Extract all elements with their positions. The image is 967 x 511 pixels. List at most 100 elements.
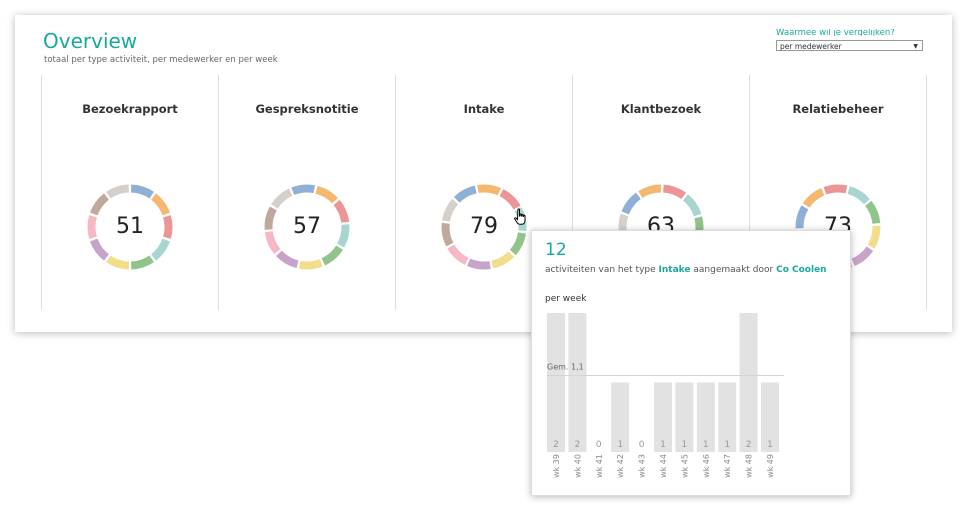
donut-segment[interactable]	[150, 193, 171, 216]
donut-segment[interactable]	[847, 186, 870, 205]
week-category-label: wk 48	[745, 454, 754, 478]
donut-segment[interactable]	[682, 194, 702, 217]
bar-value-label: 1	[660, 440, 666, 450]
week-category-label: wk 45	[680, 454, 689, 478]
week-category-label: wk 46	[702, 454, 711, 478]
donut-total: 79	[470, 214, 498, 239]
bar-value-label: 1	[724, 440, 730, 450]
week-bar	[761, 382, 779, 452]
week-category-label: wk 41	[595, 454, 604, 478]
donut-chart[interactable]	[439, 182, 529, 272]
bar-value-label: 1	[617, 440, 623, 450]
dashboard-card: Overview totaal per type activiteit, per…	[15, 15, 952, 332]
compare-select-value: per medewerker	[780, 42, 842, 51]
donut-segment[interactable]	[453, 185, 477, 203]
donut-total: 51	[116, 214, 144, 239]
week-category-label: wk 40	[573, 454, 582, 478]
bar-value-label: 2	[553, 440, 559, 450]
panel-intake[interactable]: Intake 79	[395, 75, 572, 310]
donut-segment[interactable]	[509, 232, 526, 256]
donut-segment[interactable]	[499, 189, 521, 210]
panel-bezoekrapport[interactable]: Bezoekrapport 51	[41, 75, 218, 310]
donut-segment[interactable]	[851, 246, 874, 267]
donut-segment[interactable]	[638, 184, 662, 198]
donut-segment[interactable]	[106, 255, 130, 270]
tooltip-description: activiteiten van het type Intake aangema…	[545, 265, 827, 275]
donut-segment[interactable]	[467, 258, 491, 270]
donut-segment[interactable]	[87, 215, 97, 239]
panel-title: Relatiebeheer	[792, 102, 884, 116]
week-bar	[547, 313, 565, 452]
donut-chart[interactable]	[85, 182, 175, 272]
page-subtitle: totaal per type activiteit, per medewerk…	[44, 55, 278, 65]
weekly-bar-chart: 2 wk 39 2 wk 40 0 wk 41 1 wk 42 0 wk 43 1 wk 44 1 wk …	[547, 313, 784, 478]
donut-segment[interactable]	[491, 251, 515, 269]
panel-gespreksnotitie[interactable]: Gespreksnotitie 57	[218, 75, 395, 310]
bar-value-label: 2	[575, 440, 581, 450]
donut-segment[interactable]	[89, 193, 110, 216]
donut-segment[interactable]	[321, 245, 343, 266]
donut-segment[interactable]	[823, 184, 848, 195]
average-label: Gem. 1,1	[547, 363, 584, 372]
panel-title: Gespreksnotitie	[255, 102, 359, 116]
donut-segment[interactable]	[662, 184, 687, 200]
donut-segment[interactable]	[271, 188, 293, 209]
donut-segment[interactable]	[337, 224, 350, 248]
week-category-label: wk 49	[766, 454, 775, 478]
week-category-label: wk 44	[659, 454, 668, 478]
bar-value-label: 0	[639, 440, 645, 450]
tooltip-person: Co Coolen	[776, 265, 827, 275]
donut-segment[interactable]	[89, 238, 110, 261]
bar-value-label: 1	[703, 440, 709, 450]
page-title: Overview	[43, 29, 138, 53]
donut-segment[interactable]	[477, 184, 501, 196]
week-category-label: wk 43	[638, 454, 647, 478]
donut-segment[interactable]	[130, 184, 154, 199]
donut-segment[interactable]	[264, 206, 277, 230]
week-category-label: wk 42	[616, 454, 625, 478]
compare-label: Waarmee wil je vergelijken?	[776, 29, 895, 36]
donut-segment[interactable]	[275, 250, 299, 269]
donut-segment[interactable]	[442, 198, 459, 222]
hand-pointer-icon	[514, 208, 526, 225]
donut-segment[interactable]	[621, 192, 641, 215]
compare-select[interactable]: per medewerker ▼	[776, 40, 923, 51]
donut-segment[interactable]	[441, 222, 454, 247]
week-category-label: wk 47	[723, 454, 732, 478]
donut-segment[interactable]	[865, 200, 881, 225]
tooltip-count: 12	[545, 240, 567, 260]
bar-value-label: 0	[596, 440, 602, 450]
donut-segment[interactable]	[291, 184, 316, 196]
donut-chart[interactable]	[262, 182, 352, 272]
week-bar	[696, 382, 715, 452]
donut-segment[interactable]	[802, 187, 825, 208]
donut-segment[interactable]	[333, 199, 350, 223]
donut-segment[interactable]	[264, 231, 281, 255]
donut-segment[interactable]	[867, 225, 881, 249]
donut-segment[interactable]	[130, 255, 154, 270]
donut-segment[interactable]	[298, 258, 323, 270]
donut-segment[interactable]	[315, 185, 339, 204]
tooltip-subtitle: per week	[545, 294, 587, 304]
week-category-label: wk 39	[552, 454, 561, 478]
panel-title: Intake	[463, 102, 505, 116]
bar-value-label: 1	[767, 440, 773, 450]
bar-value-label: 1	[682, 440, 688, 450]
bar-value-label: 2	[746, 440, 752, 450]
week-bar	[675, 382, 694, 452]
week-bar	[611, 382, 630, 452]
panel-title: Klantbezoek	[620, 102, 702, 116]
week-bar	[718, 382, 737, 452]
tooltip-panel: 12 activiteiten van het type Intake aang…	[531, 230, 851, 496]
week-bar	[568, 313, 587, 452]
panel-title: Bezoekrapport	[82, 102, 178, 116]
donut-segment[interactable]	[106, 184, 130, 199]
donut-segment[interactable]	[447, 244, 469, 265]
donut-total: 57	[293, 214, 321, 239]
donut-segment[interactable]	[150, 238, 171, 261]
week-bar	[654, 382, 672, 452]
tooltip-type: Intake	[658, 265, 691, 275]
donut-segment[interactable]	[163, 215, 173, 239]
week-bar	[739, 313, 758, 452]
donut-segment[interactable]	[795, 205, 809, 229]
